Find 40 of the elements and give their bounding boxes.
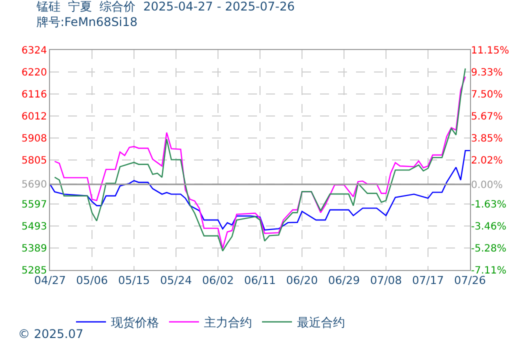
x-tick-label: 07/08 xyxy=(370,274,402,288)
x-tick-label: 07/26 xyxy=(454,274,486,288)
line-series xyxy=(50,150,470,231)
y2-tick-label: -5.28% xyxy=(471,243,506,254)
y-tick-label: 5493 xyxy=(22,221,47,232)
y-tick-label: 5389 xyxy=(22,243,47,254)
y2-tick-label: 3.85% xyxy=(471,133,503,144)
text: © 2025.07 xyxy=(18,327,84,341)
x-tick-label: 06/11 xyxy=(244,274,276,288)
y-tick-label: 5285 xyxy=(22,266,47,276)
legend-label: 最近合约 xyxy=(297,316,345,330)
y2-tick-label: 9.33% xyxy=(471,67,503,78)
y2-tick-label: 0.00% xyxy=(471,180,503,191)
x-tick-label: 05/15 xyxy=(118,274,150,288)
y2-tick-label: -1.63% xyxy=(471,199,506,210)
y-tick-label: 6220 xyxy=(22,68,47,79)
legend-label: 现货价格 xyxy=(111,316,159,330)
x-tick-label: 07/17 xyxy=(412,274,444,288)
y2-tick-label: 7.50% xyxy=(471,89,503,100)
y2-tick-label: 2.02% xyxy=(471,156,503,166)
x-tick-label: 05/06 xyxy=(76,274,108,288)
legend-label: 主力合约 xyxy=(204,316,252,330)
chart-title: 锰硅 宁夏 综合价 2025-04-27 - 2025-07-26 xyxy=(35,0,295,14)
x-tick-label: 06/29 xyxy=(328,274,360,288)
x-tick-label: 06/02 xyxy=(202,274,234,288)
y2-tick-label: -3.46% xyxy=(471,222,506,233)
y-tick-label: 6116 xyxy=(22,90,47,101)
chart-subtitle: 牌号:FeMn68Si18 xyxy=(36,15,138,30)
y2-tick-label: 11.15% xyxy=(471,46,510,56)
y-tick-label: 6324 xyxy=(22,46,47,56)
y-tick-label: 5690 xyxy=(22,180,47,191)
y2-tick-label: 5.67% xyxy=(471,112,503,123)
y2-tick-label: -7.11% xyxy=(471,266,506,276)
y-tick-label: 5597 xyxy=(22,199,47,210)
x-tick-label: 04/27 xyxy=(34,274,66,288)
y-tick-label: 6012 xyxy=(22,112,47,123)
x-tick-label: 05/24 xyxy=(160,274,192,288)
x-tick-label: 06/20 xyxy=(286,274,318,288)
y-tick-label: 5805 xyxy=(22,155,47,166)
y-tick-label: 5908 xyxy=(22,134,47,145)
